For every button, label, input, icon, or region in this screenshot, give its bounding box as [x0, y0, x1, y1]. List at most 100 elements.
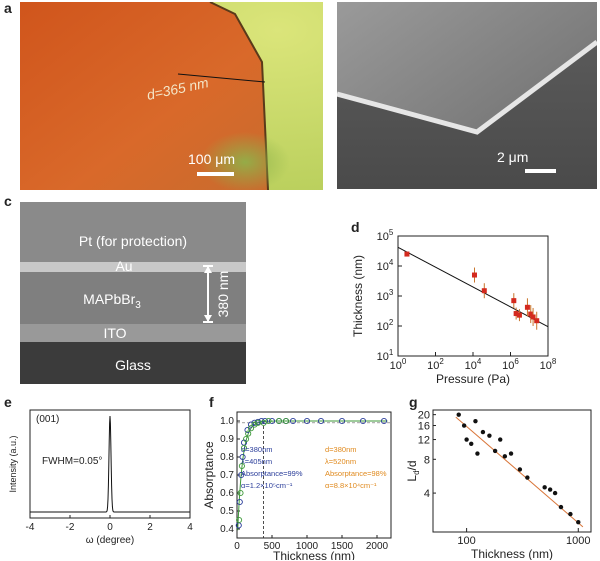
x-axis-label-f: Thickness (nm) — [273, 549, 355, 560]
plot-frame-g — [432, 409, 592, 533]
x-tick-label-d: 106 — [502, 357, 519, 372]
data-point-f — [338, 417, 346, 425]
data-point-g — [464, 437, 469, 442]
data-point-g — [542, 485, 547, 490]
y-tick-label-d: 102 — [377, 318, 394, 333]
data-point-f — [239, 453, 246, 461]
data-point-g — [461, 423, 467, 428]
data-point-d — [511, 298, 517, 304]
x-tick-label-g: 100 — [457, 535, 475, 547]
y-tick-label-g: 20 — [418, 410, 430, 422]
layer-glass — [20, 342, 246, 384]
x-tick-label-d: 108 — [540, 357, 557, 372]
panel-label-g: g — [409, 394, 418, 410]
data-point-g — [473, 418, 478, 424]
data-point-g — [475, 451, 480, 456]
x-axis-label-g: Thickness (nm) — [471, 547, 553, 560]
rocking-curve-e — [30, 415, 190, 513]
x-tick-label-e: 4 — [187, 522, 193, 533]
peak-annotation-e: (001) — [36, 414, 59, 425]
thickness-measure-line — [177, 73, 266, 83]
annotation-520-f: d=380nm — [325, 445, 356, 454]
data-point-g — [456, 412, 461, 417]
layer-au — [20, 262, 246, 272]
layer-label-mapbbr3: MAPbBr3 — [83, 291, 141, 311]
data-point-f — [303, 417, 311, 425]
panel-g-chart: 100 1000 4 8 12 16 20 Thickness (nm) Ld/d — [405, 402, 600, 560]
panel-label-d: d — [351, 219, 360, 235]
data-point-d — [513, 311, 519, 317]
data-point-f — [275, 417, 283, 425]
x-tick-label-e: -2 — [66, 522, 75, 533]
data-point-g — [558, 504, 564, 510]
y-tick-label-f: 0.5 — [220, 506, 234, 517]
data-point-f — [247, 425, 255, 432]
layer-label-ito: ITO — [103, 325, 126, 341]
x-tick-label-d: 104 — [465, 357, 482, 372]
x-tick-label-f: 500 — [264, 541, 281, 552]
data-point-d — [524, 304, 530, 310]
layer-pt — [20, 202, 246, 262]
layer-label-glass: Glass — [115, 357, 151, 373]
data-point-f — [265, 417, 272, 425]
crystal-edge — [209, 2, 269, 190]
annotation-520-f: α=8.8×10⁴cm⁻¹ — [325, 481, 377, 490]
data-point-f — [238, 471, 245, 479]
y-axis-label-g: Ld/d — [405, 460, 421, 481]
data-point-d — [516, 312, 522, 318]
x-tick-label-d: 100 — [390, 357, 407, 372]
annotation-520-f: λ=520nm — [325, 457, 356, 466]
y-tick-label-f: 0.8 — [220, 452, 234, 463]
y-axis-label-e: Intensity (a.u.) — [8, 435, 18, 492]
panel-f-chart: 0 500 1000 1500 2000 0.4 0.5 0.6 0.7 0.8 0.9 1.0 d=3… — [203, 402, 403, 560]
y-axis-label-d: Thickness (nm) — [351, 255, 365, 337]
x-tick-label-f: 2000 — [366, 541, 389, 552]
layer-ito — [20, 324, 246, 342]
data-point-f — [244, 426, 251, 434]
film-crystal — [20, 2, 268, 190]
data-point-f — [243, 435, 250, 443]
data-point-g — [547, 487, 553, 492]
data-point-g — [525, 475, 530, 480]
data-point-f — [237, 489, 244, 497]
x-tick-label-d: 102 — [427, 357, 444, 372]
data-point-g — [480, 429, 486, 435]
fwhm-annotation-e: FWHM=0.05° — [42, 456, 102, 467]
layer-label-pt: Pt (for protection) — [79, 233, 187, 249]
y-tick-label-d: 103 — [377, 288, 394, 303]
x-axis-label-e: ω (degree) — [86, 535, 134, 546]
y-tick-label-f: 0.9 — [220, 434, 234, 445]
annotation-405-f: Absorptance=99% — [241, 469, 303, 478]
x-tick-label-f: 1500 — [331, 541, 354, 552]
data-point-f — [359, 417, 367, 425]
scale-bar-label-b: 2 μm — [497, 149, 528, 165]
data-point-f — [236, 498, 243, 506]
y-tick-label-g: 8 — [424, 454, 430, 466]
x-tick-label-f: 0 — [234, 541, 240, 552]
data-point-d — [534, 318, 540, 324]
x-tick-label-e: 2 — [147, 522, 153, 533]
y-tick-label-d: 101 — [377, 348, 394, 363]
data-point-g — [508, 451, 514, 456]
fit-line-g — [455, 416, 584, 528]
fit-line-d — [397, 246, 549, 328]
y-tick-label-d: 104 — [377, 258, 394, 273]
y-tick-label-f: 0.6 — [220, 488, 234, 499]
scale-bar-a — [197, 172, 234, 176]
data-point-f — [245, 430, 252, 437]
y-tick-label-d: 105 — [377, 228, 394, 243]
crystal-edge-highlight — [337, 40, 597, 135]
data-point-d — [404, 251, 410, 257]
y-tick-label-g: 16 — [418, 421, 430, 433]
data-point-g — [552, 490, 558, 496]
y-tick-label-g: 12 — [418, 435, 430, 447]
data-point-g — [498, 437, 503, 442]
y-tick-label-f: 0.4 — [220, 524, 234, 535]
data-point-f — [380, 417, 388, 425]
plot-frame-d — [397, 235, 549, 357]
data-point-f — [236, 516, 243, 524]
x-axis-label-d: Pressure (Pa) — [436, 372, 510, 386]
data-point-g — [492, 448, 498, 454]
data-point-d — [530, 314, 536, 320]
arrowhead-bottom — [204, 315, 212, 322]
